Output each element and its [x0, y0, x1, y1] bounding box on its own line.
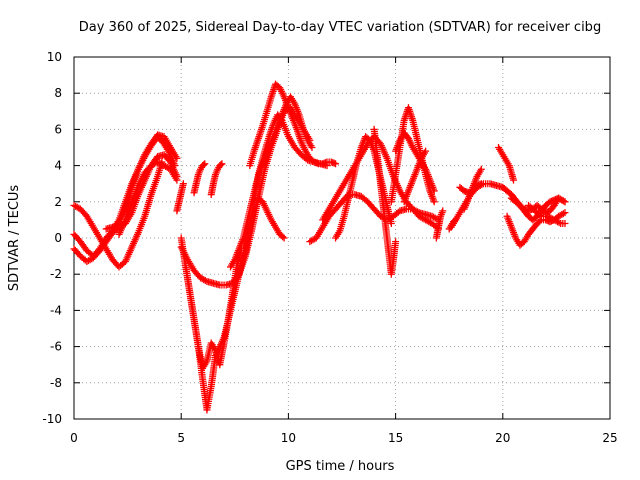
data-point	[510, 176, 518, 184]
series-t27	[495, 144, 518, 184]
y-tick-label: -8	[50, 376, 62, 390]
y-tick-label: -10	[42, 412, 62, 426]
y-tick-label: -6	[50, 340, 62, 354]
data-point	[536, 217, 544, 225]
series-t14	[173, 180, 187, 215]
x-tick-label: 25	[602, 431, 617, 445]
plot-frame	[73, 56, 611, 420]
series-t9	[246, 80, 340, 170]
axis-tick-labels: 0 5 10 15 20 25 -10 -8 -6 -4 -2 0 2 4 6 8 10	[42, 50, 617, 445]
y-tick-label: -4	[50, 303, 62, 317]
data-point	[392, 238, 400, 246]
data-point	[561, 198, 569, 206]
data-point	[477, 165, 485, 173]
data-point	[430, 187, 438, 195]
data-point	[179, 180, 187, 188]
y-tick-label: 6	[54, 122, 62, 136]
data-point	[308, 144, 316, 151]
series-t21	[400, 147, 430, 206]
series-t11	[233, 194, 288, 282]
series-t31	[525, 201, 569, 228]
series-t10	[227, 93, 316, 271]
y-tick-label: -2	[50, 267, 62, 281]
series-t29	[503, 209, 569, 249]
series-t18	[370, 125, 400, 278]
data-point	[555, 219, 563, 227]
data-point	[280, 234, 288, 242]
data-points	[70, 80, 569, 414]
data-point	[387, 220, 395, 228]
data-point	[201, 160, 209, 168]
y-tick-label: 10	[47, 50, 62, 64]
y-tick-label: 8	[54, 86, 62, 100]
series-t4	[102, 131, 181, 233]
data-point	[559, 197, 567, 205]
data-point	[561, 209, 569, 217]
chart-title: Day 360 of 2025, Sidereal Day-to-day VTE…	[79, 20, 601, 35]
x-tick-label: 0	[70, 431, 78, 445]
data-point	[536, 211, 544, 219]
series-t26	[460, 165, 485, 213]
series-t13	[207, 160, 226, 199]
series-t17	[332, 133, 395, 242]
data-point	[173, 176, 181, 184]
data-point	[422, 147, 430, 155]
y-tick-label: 4	[54, 159, 62, 173]
data-point	[218, 160, 226, 168]
data-point	[430, 198, 438, 206]
y-tick-label: 0	[54, 231, 62, 245]
data-point	[173, 154, 181, 162]
x-axis-label: GPS time / hours	[286, 459, 395, 474]
series-t19	[387, 104, 438, 206]
series-t22	[432, 207, 447, 242]
data-point	[477, 180, 485, 188]
series-t12	[190, 160, 209, 197]
x-tick-label: 15	[388, 431, 403, 445]
x-tick-label: 5	[177, 431, 185, 445]
data-point	[332, 160, 340, 168]
data-point	[439, 207, 447, 215]
series-t20	[392, 129, 438, 195]
data-point	[559, 210, 567, 218]
y-tick-label: 2	[54, 195, 62, 209]
series-t5	[115, 158, 181, 238]
data-point	[200, 161, 208, 169]
data-point	[561, 220, 569, 228]
y-axis-label: SDTVAR / TECUs	[7, 185, 22, 292]
x-tick-label: 20	[495, 431, 510, 445]
series-t1	[70, 158, 166, 271]
data-point	[279, 233, 287, 241]
data-point	[217, 161, 225, 169]
x-tick-label: 10	[281, 431, 296, 445]
data-point	[201, 277, 209, 285]
